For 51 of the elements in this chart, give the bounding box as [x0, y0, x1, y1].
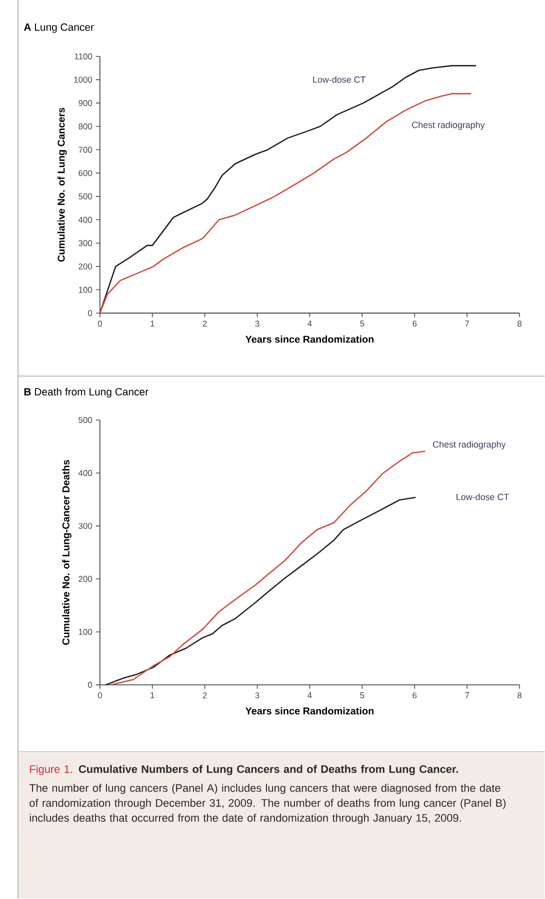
series-label: Chest radiography: [433, 441, 506, 450]
text: The number of lung cancers (Panel A) includes lung cancers that were diagnosed from the date of randomization through December 31, 2009. The number of deaths from lung cancer (Panel B) includes deaths that occurred from the date of randomization through January 15, 2009.: [29, 784, 506, 824]
x-tick-label: 4: [308, 692, 312, 698]
line-series: [105, 496, 416, 686]
y-tick-label: 500: [78, 193, 92, 200]
chart-title: A Lung Cancer: [24, 23, 94, 33]
x-tick-label: 5: [360, 320, 364, 327]
x-tick-label: 0: [98, 320, 102, 327]
y-tick-label: 1000: [74, 76, 92, 83]
y-tick-label: 600: [78, 170, 92, 176]
y-tick-label: 300: [78, 240, 92, 246]
x-tick-label: 5: [360, 692, 364, 698]
text: Cumulative Numbers of Lung Cancers and of Deaths from Lung Cancer.: [78, 764, 458, 776]
text: Low-dose CT: [456, 494, 509, 500]
x-tick-label: 8: [518, 692, 522, 698]
y-tick-label: 900: [78, 100, 92, 106]
x-tick-label: 2: [202, 692, 207, 698]
y-tick-label: 200: [78, 576, 92, 582]
x-tick-label: 1: [150, 692, 154, 698]
x-tick-label: 6: [412, 692, 417, 698]
x-tick-label: 4: [308, 320, 312, 326]
x-tick-label: 3: [255, 692, 260, 698]
x-tick-label: 3: [255, 320, 260, 327]
y-tick-label: 800: [78, 123, 92, 130]
x-axis-title: Years since Randomization: [245, 707, 374, 714]
x-tick-label: 7: [465, 320, 470, 326]
y-tick-label: 0: [88, 310, 92, 316]
x-axis-title: Years since Randomization: [245, 335, 374, 343]
y-tick-label: 100: [78, 628, 92, 635]
series-label: Chest radiography: [412, 122, 485, 130]
y-tick-label: 400: [78, 216, 92, 223]
y-tick-label: 700: [78, 146, 92, 153]
y-tick-label: 300: [78, 522, 92, 529]
x-tick-label: 2: [202, 320, 207, 327]
y-axis-title: Cumulative No. of Lung-Cancer Deaths: [62, 460, 72, 645]
y-tick-label: 200: [78, 263, 92, 270]
y-tick-label: 400: [78, 470, 92, 476]
y-tick-label: 0: [88, 682, 92, 688]
x-tick-label: 1: [150, 320, 154, 326]
y-axis-title: Cumulative No. of Lung Cancers: [57, 108, 67, 262]
series-label: Low-dose CT: [313, 76, 366, 83]
x-tick-label: 6: [412, 320, 417, 327]
y-tick-label: 1100: [74, 53, 92, 60]
y-tick-label: 500: [78, 417, 92, 424]
caption: Figure 1.: [30, 764, 72, 776]
x-tick-label: 7: [465, 692, 470, 698]
line-series: [110, 450, 426, 686]
chart-title: B Death from Lung Cancer: [24, 388, 148, 398]
x-tick-label: 8: [518, 320, 522, 327]
x-tick-label: 0: [98, 692, 102, 698]
y-tick-label: 100: [78, 286, 92, 293]
